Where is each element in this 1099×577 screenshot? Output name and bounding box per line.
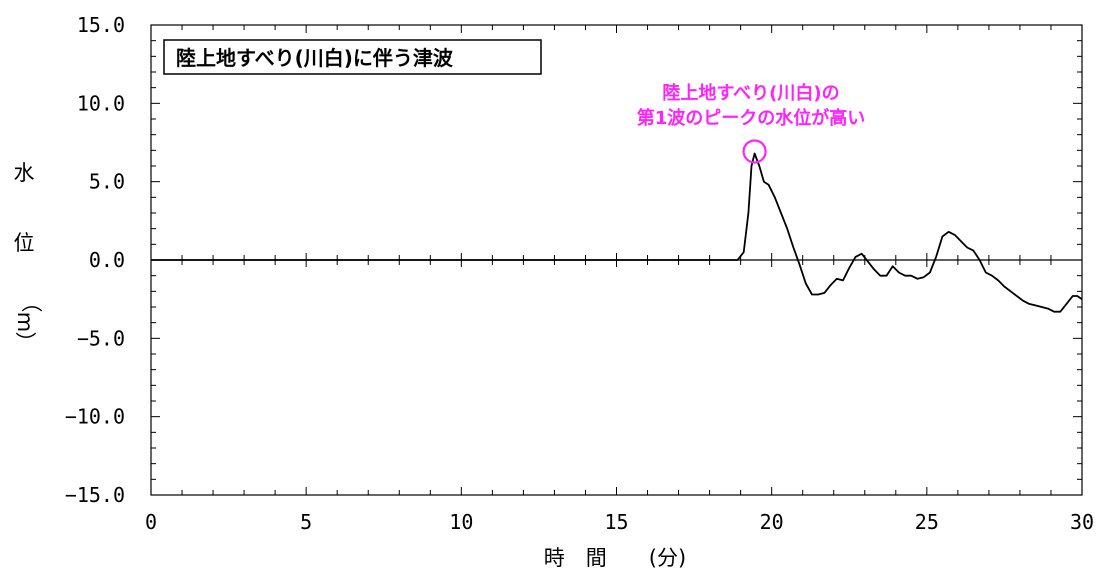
x-tick-label: 30 [1070,510,1094,534]
x-tick-label: 5 [300,510,312,534]
chart-title-box: 陸上地すべり(川白)に伴う津波 [163,39,542,75]
y-tick-label: −5.0 [77,326,125,350]
y-axis-label-char-5: ） [13,332,37,353]
annotation-line-2: 第1波のピークの水位が高い [637,107,866,129]
y-axis-label-char-1: 水 [14,161,35,185]
y-axis-label: 水 位 （ m ） [13,161,43,353]
y-tick-label: −10.0 [65,405,125,429]
title-box-frame [163,39,542,75]
y-axis-label-char-2: 位 [14,231,35,255]
y-tick-label: 10.0 [77,91,125,115]
peak-highlight-circle [742,139,767,164]
x-tick-label: 10 [449,510,473,534]
x-tick-label: 20 [760,510,784,534]
y-axis-label-char-3: （ [19,292,43,313]
y-tick-label: 0.0 [89,248,125,272]
peak-annotation: 陸上地すべり(川白)の 第1波のピークの水位が高い [637,82,866,164]
x-tick-label: 0 [145,510,157,534]
water-level-line [151,152,1083,313]
y-tick-label: −15.0 [65,483,125,507]
annotation-line-1: 陸上地すべり(川白)の [662,82,839,104]
y-tick-label: 15.0 [77,13,125,37]
y-tick-label: 5.0 [89,170,125,194]
x-axis-label: 時 間 (分) [544,546,686,570]
chart-title: 陸上地すべり(川白)に伴う津波 [176,46,454,70]
y-axis: 15.0 10.0 5.0 0.0 −5.0 −10.0 −15.0 [65,13,1082,507]
x-tick-label: 25 [915,510,939,534]
y-axis-label-char-4: m [13,312,37,332]
x-tick-label: 15 [604,510,628,534]
series [151,152,1083,313]
x-axis: 0 5 10 15 20 25 30 [145,25,1094,534]
